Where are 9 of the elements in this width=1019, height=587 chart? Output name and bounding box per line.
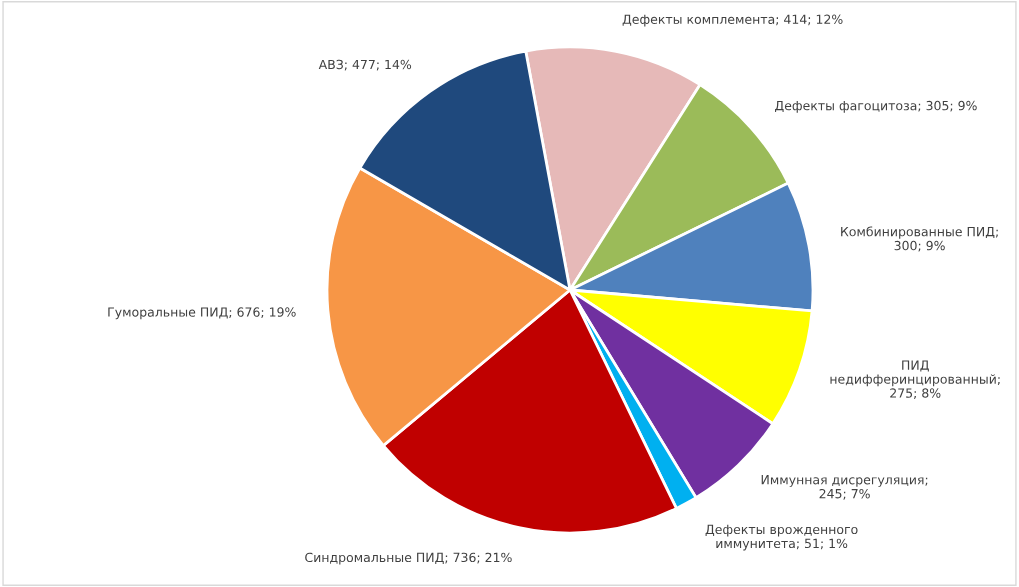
slice-label: Комбинированные ПИД; 300; 9% bbox=[841, 226, 998, 252]
slice-label: ПИД недифферинцированный; 275; 8% bbox=[830, 360, 1000, 400]
slice-label: Синдромальные ПИД; 736; 21% bbox=[305, 552, 512, 565]
slice-label: Иммунная дисрегуляция; 245; 7% bbox=[761, 475, 928, 500]
slice-label: Гуморальные ПИД; 676; 19% bbox=[108, 307, 296, 320]
slice-label: Дефекты фагоцитоза; 305; 9% bbox=[775, 100, 977, 113]
slice-label: АВЗ; 477; 14% bbox=[318, 59, 412, 71]
slice-label: Дефекты врожденного иммунитета; 51; 1% bbox=[705, 524, 858, 551]
slice-label: Дефекты комплемента; 414; 12% bbox=[622, 14, 843, 27]
